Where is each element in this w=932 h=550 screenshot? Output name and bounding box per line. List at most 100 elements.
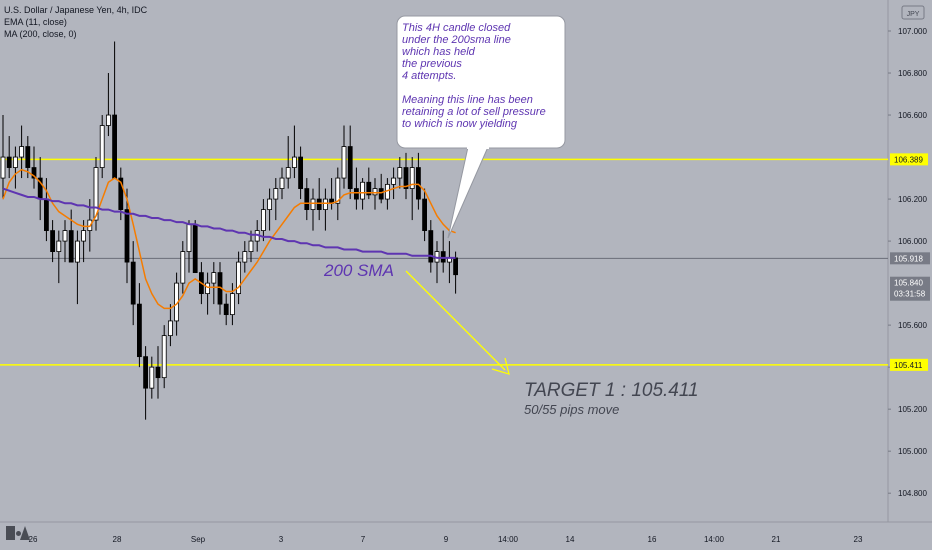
candle-body [316, 198, 322, 210]
x-tick-label: 21 [772, 535, 781, 544]
candle-body [81, 230, 86, 242]
candle-body [267, 198, 273, 210]
tradingview-logo[interactable] [6, 526, 30, 540]
candle-body [453, 257, 459, 276]
y-tick-label: 106.600 [898, 111, 927, 120]
callout-text-line: the previous [402, 58, 462, 70]
candle-body [50, 230, 55, 252]
callout-text-line: which has held [402, 46, 476, 58]
candle-body [99, 125, 105, 168]
candle-body [167, 320, 173, 337]
candle-body [397, 167, 403, 179]
x-tick-label: 14 [566, 535, 575, 544]
legend-ema: EMA (11, close) [4, 17, 67, 27]
candle-body [44, 198, 49, 231]
candle-body [322, 198, 328, 210]
callout-tail [447, 146, 489, 239]
candle-body [12, 156, 18, 168]
candle-body [310, 198, 316, 210]
candle-body [347, 146, 353, 189]
level-price-tag-label: 106.389 [894, 155, 923, 164]
countdown-tag-label: 105.840 [894, 279, 923, 288]
chart-legend: U.S. Dollar / Japanese Yen, 4h, IDC EMA … [4, 4, 147, 40]
candle-body [236, 261, 242, 295]
candle-body [291, 156, 297, 168]
candle-body [149, 366, 155, 389]
last-price-tag-label: 105.918 [894, 254, 923, 263]
candle-body [25, 146, 31, 168]
candle-body [422, 198, 428, 231]
y-tick-label: 105.000 [898, 447, 927, 456]
candle-body [273, 188, 279, 200]
candle-body [229, 293, 235, 316]
candle-body [93, 167, 99, 221]
x-tick-label: 14:00 [704, 535, 725, 544]
candle-body [19, 146, 25, 158]
level-price-tag [890, 358, 928, 371]
candle-body [409, 167, 415, 189]
countdown-tag-label: 03:31:58 [894, 290, 926, 299]
candle-body [143, 356, 149, 389]
y-tick-label: 104.800 [898, 489, 927, 498]
candle-body [360, 181, 366, 200]
candle-body [223, 303, 229, 316]
candle-body [279, 177, 285, 189]
callout-text-line: under the 200sma line [402, 34, 511, 46]
candle-body [62, 230, 68, 242]
candle-body [415, 167, 421, 200]
candle-body [341, 146, 347, 179]
candle-body [124, 209, 130, 263]
ema-line [2, 168, 456, 310]
candle-body [428, 230, 434, 263]
level-price-tag [890, 153, 928, 166]
candle-body [112, 114, 117, 179]
sma-line [2, 187, 456, 259]
x-tick-label: Sep [191, 535, 206, 544]
candle-body [56, 240, 62, 252]
x-tick-label: 16 [648, 535, 657, 544]
candle-body [68, 230, 74, 263]
candle-body [118, 177, 124, 210]
candle-body [186, 223, 192, 252]
level-price-tag-label: 105.411 [894, 361, 923, 370]
last-price-tag [890, 252, 930, 265]
candle-body [180, 251, 186, 284]
x-tick-label: 7 [361, 535, 366, 544]
callout-text-line: retaining a lot of sell pressure [402, 106, 546, 118]
candle-body [6, 156, 12, 168]
x-tick-label: 9 [444, 535, 449, 544]
countdown-tag [890, 276, 930, 301]
x-tick-label: 14:00 [498, 535, 519, 544]
candle-body [205, 282, 211, 295]
candle-body [366, 181, 372, 196]
y-tick-label: 106.200 [898, 195, 927, 204]
candle-body [136, 303, 142, 358]
candle-body [211, 272, 217, 284]
candle-body [335, 177, 341, 204]
x-tick-label: 3 [279, 535, 284, 544]
currency-badge-label: JPY [907, 11, 920, 18]
y-tick-label: 105.600 [898, 321, 927, 330]
candle-body [75, 240, 80, 263]
y-tick-label: 106.800 [898, 69, 927, 78]
candle-body [378, 188, 384, 200]
candle-body [391, 177, 397, 185]
candle-body [31, 167, 37, 179]
candle-body [106, 114, 111, 126]
candle-body [304, 188, 310, 210]
candle-body [155, 366, 161, 379]
y-tick-label: 106.000 [898, 237, 927, 246]
legend-symbol: U.S. Dollar / Japanese Yen, 4h, IDC [4, 5, 148, 15]
callout-text-line: 4 attempts. [402, 70, 456, 82]
candle-body [192, 223, 198, 274]
target-arrow [405, 270, 506, 371]
candle-body [161, 335, 167, 379]
candle-body [372, 188, 378, 196]
candle-body [403, 167, 409, 189]
x-tick-label: 26 [29, 535, 38, 544]
x-tick-label: 23 [854, 535, 863, 544]
candle-body [440, 251, 446, 263]
candle-body [260, 209, 266, 231]
